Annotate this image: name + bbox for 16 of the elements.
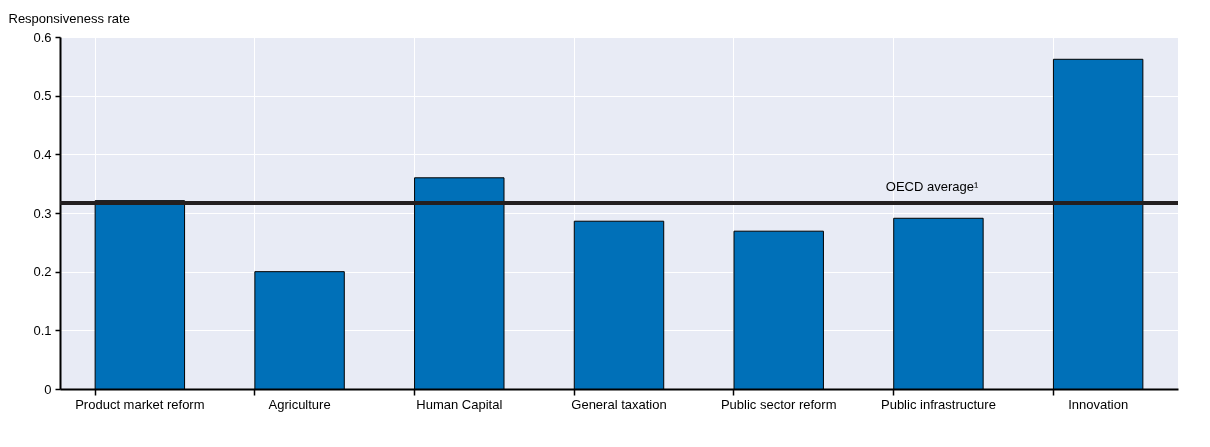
y-tick-label: 0.1 — [33, 322, 52, 338]
y-tick-label: 0.5 — [33, 88, 52, 104]
x-tick-label: Public sector reform — [720, 396, 837, 412]
x-tick-label: General taxation — [571, 396, 667, 412]
y-axis-title: Responsiveness rate — [8, 10, 130, 26]
y-tick-label: 0.4 — [33, 146, 52, 162]
x-tick-label: Human Capital — [416, 396, 503, 412]
y-tick-label: 0.6 — [33, 29, 52, 45]
x-tick-label: Product market reform — [75, 396, 205, 412]
x-tick-label: Agriculture — [268, 396, 331, 412]
y-tick-label: 0.2 — [33, 264, 52, 280]
y-tick-label: 0.3 — [33, 205, 52, 221]
ref-line-label: OECD average¹ — [885, 179, 979, 195]
y-tick-label: 0 — [44, 381, 52, 397]
x-tick-label: Innovation — [1068, 396, 1129, 412]
x-tick-label: Public infrastructure — [880, 396, 996, 412]
